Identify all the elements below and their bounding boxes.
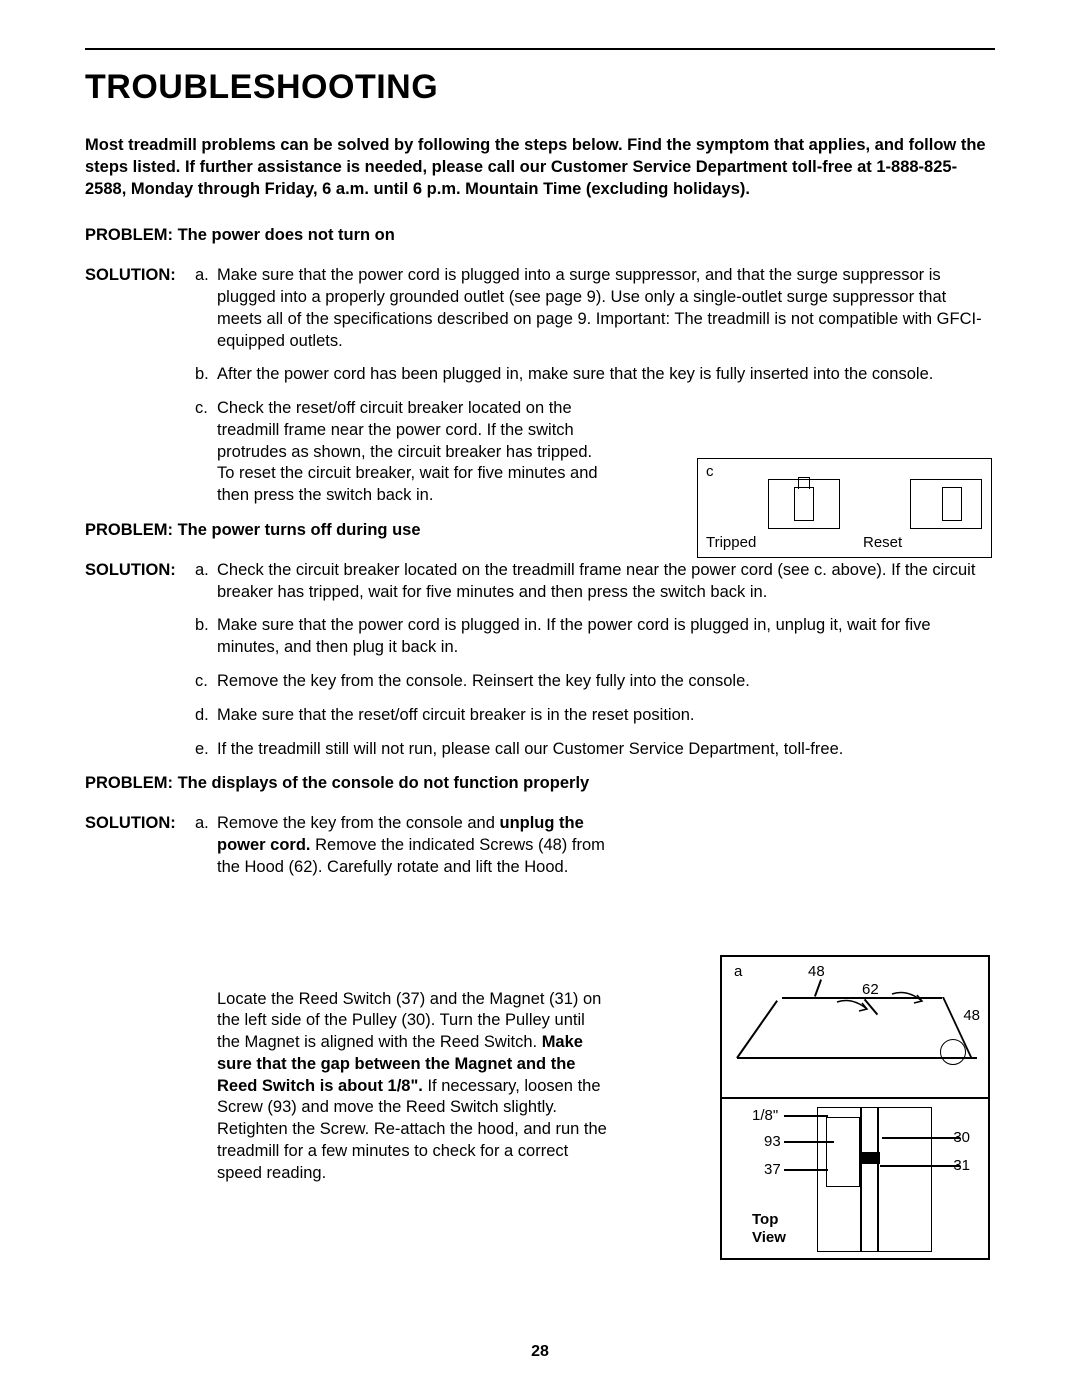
letter-d: d. bbox=[195, 705, 217, 727]
fig-a-62: 62 bbox=[862, 981, 879, 998]
leader-gap bbox=[784, 1115, 828, 1117]
problem-label: PROBLEM: bbox=[85, 521, 173, 539]
fig-c-reset-label: Reset bbox=[863, 534, 902, 551]
figure-divider bbox=[722, 1097, 988, 1099]
pulley-edge bbox=[860, 1107, 862, 1252]
problem-label: PROBLEM: bbox=[85, 774, 173, 792]
solution-2e: X e. If the treadmill still will not run… bbox=[85, 739, 995, 761]
problem-3-text: The displays of the console do not funct… bbox=[178, 774, 590, 792]
reed-switch-box bbox=[826, 1117, 860, 1187]
page-number: 28 bbox=[0, 1343, 1080, 1361]
fig-c-letter: c bbox=[706, 463, 714, 480]
letter-a: a. bbox=[195, 265, 217, 287]
letter-c: c. bbox=[195, 398, 217, 420]
pulley-edge-2 bbox=[877, 1107, 879, 1252]
problem-1: PROBLEM: The power does not turn on bbox=[85, 226, 995, 245]
switch-button-reset bbox=[942, 487, 962, 521]
leader-30 bbox=[882, 1137, 960, 1139]
solution-3a-text: Remove the key from the console and unpl… bbox=[217, 813, 612, 878]
figure-hood-reed-switch: a 48 62 48 1/8" 93 37 30 31 Top View bbox=[720, 955, 990, 1260]
problem-label: PROBLEM: bbox=[85, 226, 173, 244]
leader-31 bbox=[880, 1165, 960, 1167]
figure-circuit-breaker: c Tripped Reset bbox=[697, 458, 992, 558]
solution-1b-text: After the power cord has been plugged in… bbox=[217, 364, 995, 386]
solution-3a2-text: Locate the Reed Switch (37) and the Magn… bbox=[217, 989, 612, 1185]
leader-37 bbox=[784, 1169, 828, 1171]
fig-a-letter: a bbox=[734, 963, 742, 980]
switch-button-tripped bbox=[794, 487, 814, 521]
solution-1b: X b. After the power cord has been plugg… bbox=[85, 364, 995, 386]
solution-2d: X d. Make sure that the reset/off circui… bbox=[85, 705, 995, 727]
solution-2b-text: Make sure that the power cord is plugged… bbox=[217, 615, 995, 659]
solution-2c-text: Remove the key from the console. Reinser… bbox=[217, 671, 995, 693]
fig-a-37: 37 bbox=[764, 1161, 781, 1178]
solution-2a: SOLUTION: a. Check the circuit breaker l… bbox=[85, 560, 995, 604]
problem-1-text: The power does not turn on bbox=[178, 226, 395, 244]
fig-a-top: Top bbox=[752, 1211, 778, 1228]
page: TROUBLESHOOTING Most treadmill problems … bbox=[0, 0, 1080, 1397]
solution-2b: X b. Make sure that the power cord is pl… bbox=[85, 615, 995, 659]
hood-left-line bbox=[736, 1000, 778, 1058]
arrow-icon bbox=[887, 989, 927, 1019]
fig-c-tripped-label: Tripped bbox=[706, 534, 756, 551]
letter-a: a. bbox=[195, 813, 217, 835]
solution-2c: X c. Remove the key from the console. Re… bbox=[85, 671, 995, 693]
magnet-box bbox=[862, 1152, 880, 1164]
solution-1a-text: Make sure that the power cord is plugged… bbox=[217, 265, 995, 352]
letter-b: b. bbox=[195, 615, 217, 637]
fig-a-48: 48 bbox=[808, 963, 825, 980]
leader-48 bbox=[814, 979, 822, 997]
letter-c: c. bbox=[195, 671, 217, 693]
solution-3a: SOLUTION: a. Remove the key from the con… bbox=[85, 813, 995, 878]
page-title: TROUBLESHOOTING bbox=[85, 68, 995, 107]
solution-2e-text: If the treadmill still will not run, ple… bbox=[217, 739, 995, 761]
fig-a-gap: 1/8" bbox=[752, 1107, 778, 1124]
top-rule bbox=[85, 48, 995, 50]
intro-paragraph: Most treadmill problems can be solved by… bbox=[85, 135, 995, 200]
p3a-pre: Remove the key from the console and bbox=[217, 814, 499, 832]
fig-a-48b: 48 bbox=[963, 1007, 980, 1024]
letter-a: a. bbox=[195, 560, 217, 582]
letter-e: e. bbox=[195, 739, 217, 761]
leader-93 bbox=[784, 1141, 834, 1143]
arrow-icon bbox=[832, 997, 872, 1027]
fig-a-93: 93 bbox=[764, 1133, 781, 1150]
wheel-icon bbox=[940, 1039, 966, 1065]
solution-2a-text: Check the circuit breaker located on the… bbox=[217, 560, 995, 604]
fig-a-view: View bbox=[752, 1229, 786, 1246]
problem-3: PROBLEM: The displays of the console do … bbox=[85, 774, 995, 793]
solution-2d-text: Make sure that the reset/off circuit bre… bbox=[217, 705, 995, 727]
solution-label: SOLUTION: bbox=[85, 265, 195, 287]
problem-2-text: The power turns off during use bbox=[178, 521, 421, 539]
switch-protrusion bbox=[798, 477, 810, 489]
solution-label: SOLUTION: bbox=[85, 813, 195, 835]
solution-1a: SOLUTION: a. Make sure that the power co… bbox=[85, 265, 995, 352]
solution-1c-text: Check the reset/off circuit breaker loca… bbox=[217, 398, 602, 507]
solution-label: SOLUTION: bbox=[85, 560, 195, 582]
letter-b: b. bbox=[195, 364, 217, 386]
